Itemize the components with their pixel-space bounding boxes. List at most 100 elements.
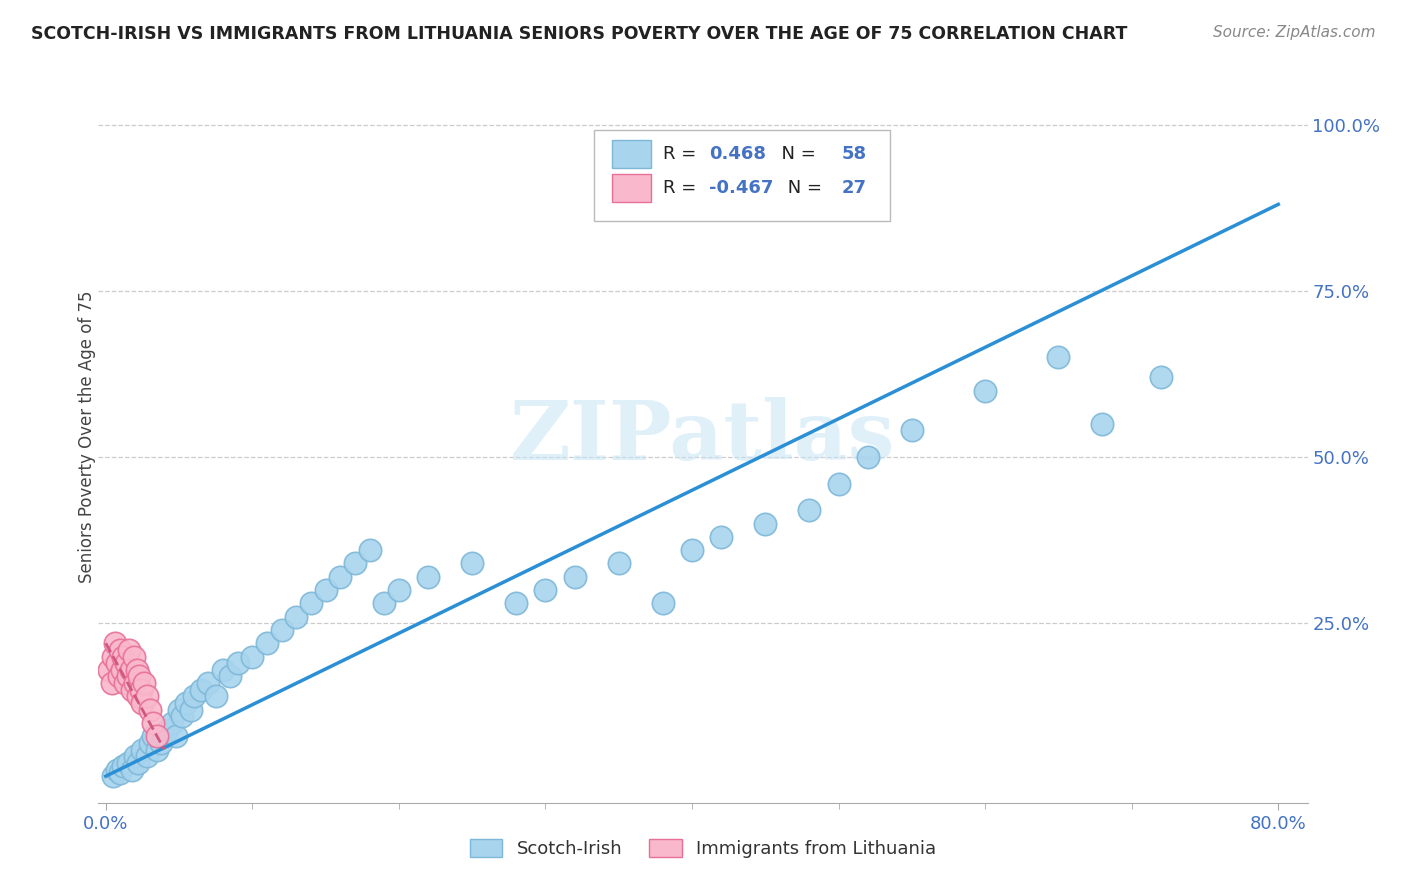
Point xyxy=(343,557,366,571)
Point xyxy=(299,596,322,610)
Point xyxy=(153,729,176,743)
Point xyxy=(901,424,924,438)
Point xyxy=(285,609,308,624)
Point xyxy=(110,765,132,780)
Point xyxy=(534,582,557,597)
Point xyxy=(607,557,630,571)
Point xyxy=(1091,417,1114,431)
Point xyxy=(110,643,132,657)
Point xyxy=(103,636,125,650)
Point xyxy=(461,557,484,571)
Point xyxy=(754,516,776,531)
Point xyxy=(190,682,212,697)
Point xyxy=(564,570,586,584)
Point xyxy=(197,676,219,690)
Text: N =: N = xyxy=(782,179,827,197)
Point xyxy=(1047,351,1070,365)
Point xyxy=(681,543,703,558)
Point xyxy=(111,663,134,677)
Legend: Scotch-Irish, Immigrants from Lithuania: Scotch-Irish, Immigrants from Lithuania xyxy=(461,830,945,867)
Point xyxy=(651,596,673,610)
Point xyxy=(165,729,187,743)
Point xyxy=(101,769,124,783)
Point xyxy=(974,384,997,398)
Point xyxy=(120,663,142,677)
Point xyxy=(710,530,733,544)
Text: 27: 27 xyxy=(842,179,868,197)
Point xyxy=(183,690,205,704)
Point xyxy=(112,759,135,773)
Point xyxy=(176,696,198,710)
FancyBboxPatch shape xyxy=(613,140,651,168)
Text: R =: R = xyxy=(664,179,702,197)
Point xyxy=(128,669,150,683)
Text: ZIPatlas: ZIPatlas xyxy=(510,397,896,477)
Point xyxy=(142,716,165,731)
Point xyxy=(127,690,149,704)
Point xyxy=(388,582,411,597)
Point xyxy=(124,749,146,764)
Point xyxy=(124,676,146,690)
Point xyxy=(135,749,157,764)
Point xyxy=(107,656,129,670)
Text: R =: R = xyxy=(664,145,702,163)
Text: -0.467: -0.467 xyxy=(709,179,773,197)
Point xyxy=(112,649,135,664)
Text: N =: N = xyxy=(769,145,821,163)
Point xyxy=(100,676,122,690)
Point xyxy=(212,663,235,677)
Point xyxy=(150,736,173,750)
Point xyxy=(418,570,440,584)
Point xyxy=(122,649,145,664)
Point xyxy=(373,596,395,610)
Point xyxy=(170,709,193,723)
Point xyxy=(97,663,120,677)
Point xyxy=(226,656,249,670)
Point xyxy=(219,669,242,683)
Point xyxy=(118,643,141,657)
Point xyxy=(256,636,278,650)
Point xyxy=(856,450,879,464)
Point xyxy=(117,669,139,683)
Y-axis label: Seniors Poverty Over the Age of 75: Seniors Poverty Over the Age of 75 xyxy=(79,291,96,583)
Point xyxy=(138,736,160,750)
Point xyxy=(240,649,263,664)
Point xyxy=(359,543,381,558)
Point xyxy=(160,716,183,731)
Point xyxy=(115,656,138,670)
Point xyxy=(167,703,190,717)
Point xyxy=(142,729,165,743)
Point xyxy=(129,682,152,697)
Point xyxy=(146,742,169,756)
Text: SCOTCH-IRISH VS IMMIGRANTS FROM LITHUANIA SENIORS POVERTY OVER THE AGE OF 75 COR: SCOTCH-IRISH VS IMMIGRANTS FROM LITHUANI… xyxy=(31,25,1128,43)
Point xyxy=(156,723,179,737)
Point xyxy=(329,570,352,584)
Text: Source: ZipAtlas.com: Source: ZipAtlas.com xyxy=(1212,25,1375,40)
Point xyxy=(799,503,821,517)
Point xyxy=(125,663,148,677)
Point xyxy=(827,476,849,491)
Text: 58: 58 xyxy=(842,145,868,163)
Point xyxy=(135,690,157,704)
Point xyxy=(146,729,169,743)
Point xyxy=(138,703,160,717)
Point xyxy=(107,763,129,777)
Text: 0.468: 0.468 xyxy=(709,145,766,163)
FancyBboxPatch shape xyxy=(613,175,651,202)
Point xyxy=(132,676,155,690)
Point xyxy=(505,596,527,610)
Point xyxy=(131,742,153,756)
Point xyxy=(1150,370,1173,384)
Point xyxy=(270,623,292,637)
Point xyxy=(127,756,149,770)
Point xyxy=(121,682,143,697)
Point xyxy=(108,669,131,683)
FancyBboxPatch shape xyxy=(595,130,890,221)
Point xyxy=(117,756,139,770)
Point xyxy=(114,676,136,690)
Point xyxy=(121,763,143,777)
Point xyxy=(101,649,124,664)
Point xyxy=(204,690,226,704)
Point xyxy=(180,703,202,717)
Point xyxy=(131,696,153,710)
